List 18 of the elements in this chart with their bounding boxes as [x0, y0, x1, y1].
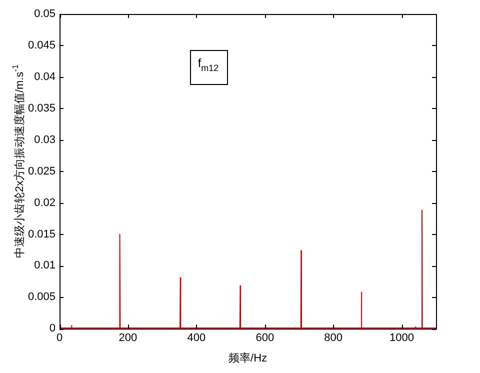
x-tick-label: 200	[118, 332, 138, 344]
y-tick-label: 0.015	[28, 228, 56, 240]
x-tick-label: 1000	[390, 332, 414, 344]
x-tick-label: 400	[187, 332, 206, 344]
y-tick-label: 0	[49, 322, 56, 335]
y-tick-label: 0.01	[34, 260, 56, 272]
y-tick-label: 0.03	[34, 134, 56, 146]
y-tick-label: 0.045	[28, 39, 56, 52]
x-tick-label: 800	[324, 332, 343, 344]
x-axis-title: 频率/Hz	[228, 351, 268, 364]
y-tick-label: 0.025	[28, 165, 56, 178]
y-tick-label: 0.035	[28, 102, 56, 114]
y-tick-label: 0.05	[34, 8, 56, 20]
x-tick-label: 600	[256, 332, 274, 344]
y-tick-label: 0.02	[34, 196, 56, 209]
y-tick-label: 0.04	[34, 70, 56, 83]
y-tick-label: 0.005	[28, 291, 56, 304]
y-axis-title: 中速级小齿轮2x方向振动速度幅值/m.s-1	[10, 64, 26, 258]
